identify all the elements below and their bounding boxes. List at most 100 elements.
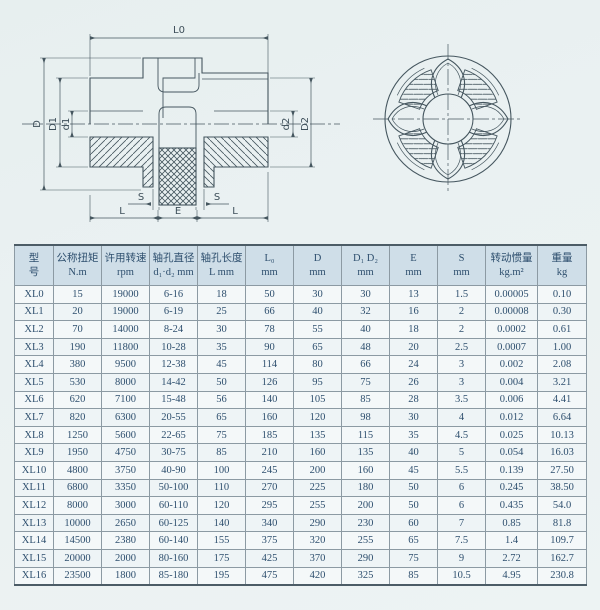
table-cell: 18 bbox=[389, 320, 438, 339]
table-cell: 95 bbox=[293, 372, 342, 392]
table-cell: 0.00008 bbox=[485, 302, 538, 322]
table-cell: 195 bbox=[197, 566, 246, 587]
table-cell: 2380 bbox=[101, 531, 150, 550]
table-cell: 4.41 bbox=[537, 390, 587, 410]
table-row: XL15 20000 2000 80-160 175 425 370 290 75 9 2.72 16… bbox=[14, 548, 587, 568]
dim-label-d1-cap: D1 bbox=[48, 117, 59, 131]
table-cell: 210 bbox=[245, 443, 294, 462]
table-cell: XL3 bbox=[14, 337, 54, 357]
table-cell: 23500 bbox=[53, 566, 102, 587]
table-row: XL13 10000 2650 60-125 140 340 290 230 60 7 0.85 81… bbox=[14, 513, 587, 533]
column-header-10: 转动惯量 kg.m² bbox=[485, 244, 538, 286]
table-cell: XL1 bbox=[14, 302, 54, 322]
table-cell: 20000 bbox=[53, 548, 102, 568]
table-cell: 155 bbox=[197, 531, 246, 550]
table-cell: 290 bbox=[293, 513, 342, 533]
spider-top bbox=[158, 106, 197, 148]
table-cell: 180 bbox=[341, 478, 390, 498]
table-cell: 65 bbox=[293, 337, 342, 357]
table-cell: 3.5 bbox=[437, 390, 486, 410]
table-cell: 45 bbox=[197, 355, 246, 374]
dim-label-l-left: L bbox=[119, 206, 125, 217]
table-cell: 12-38 bbox=[149, 355, 198, 374]
table-cell: 4.95 bbox=[485, 566, 538, 587]
table-cell: 90 bbox=[245, 337, 294, 357]
table-cell: 3000 bbox=[101, 496, 150, 515]
table-cell: 115 bbox=[341, 425, 390, 445]
table-cell: 5600 bbox=[101, 425, 150, 445]
table-cell: 55 bbox=[293, 320, 342, 339]
ext-lines-d2cap bbox=[270, 77, 315, 168]
table-cell: 27.50 bbox=[537, 460, 587, 480]
table-cell: 255 bbox=[341, 531, 390, 550]
table-cell: XL10 bbox=[14, 460, 54, 480]
table-cell: 9 bbox=[437, 548, 486, 568]
table-cell: 6-16 bbox=[149, 285, 198, 304]
table-cell: 35 bbox=[389, 425, 438, 445]
table-cell: 85 bbox=[341, 390, 390, 410]
table-cell: 26 bbox=[389, 372, 438, 392]
table-cell: 50 bbox=[389, 496, 438, 515]
coupling-drawing: L0 D D1 d1 d2 D2 S S L E L bbox=[22, 25, 523, 222]
column-header-3: 轴孔直径 d₁·d₂ mm bbox=[149, 244, 198, 286]
table-cell: XL6 bbox=[14, 390, 54, 410]
table-cell: 98 bbox=[341, 408, 390, 427]
table-cell: 14-42 bbox=[149, 372, 198, 392]
table-row: XL9 1950 4750 30-75 85 210 160 135 40 5 0.054 16.03 bbox=[14, 443, 587, 462]
table-body: XL0 15 19000 6-16 18 50 30 30 13 1.5 0.00005 0.10 XL… bbox=[14, 285, 587, 587]
table-cell: 190 bbox=[53, 337, 102, 357]
table-cell: 20 bbox=[53, 302, 102, 322]
table-cell: 75 bbox=[197, 425, 246, 445]
table-cell: 60-125 bbox=[149, 513, 198, 533]
table-cell: 135 bbox=[341, 443, 390, 462]
table-cell: 1.00 bbox=[537, 337, 587, 357]
table-cell: 230 bbox=[341, 513, 390, 533]
table-row: XL6 620 7100 15-48 56 140 105 85 28 3.5 0.006 4.41 bbox=[14, 390, 587, 410]
dim-label-e: E bbox=[175, 206, 181, 217]
table-cell: 4 bbox=[437, 408, 486, 427]
table-cell: 14500 bbox=[53, 531, 102, 550]
table-cell: 2.5 bbox=[437, 337, 486, 357]
table-cell: 80 bbox=[293, 355, 342, 374]
table-cell: 4800 bbox=[53, 460, 102, 480]
table-cell: 375 bbox=[245, 531, 294, 550]
table-cell: 245 bbox=[245, 460, 294, 480]
jaw-sections bbox=[396, 67, 500, 171]
table-cell: 160 bbox=[341, 460, 390, 480]
table-cell: 185 bbox=[245, 425, 294, 445]
table-cell: 19000 bbox=[101, 302, 150, 322]
ext-lines-bottom bbox=[89, 172, 269, 222]
table-cell: 1250 bbox=[53, 425, 102, 445]
table-cell: 0.002 bbox=[485, 355, 538, 374]
table-cell: 65 bbox=[389, 531, 438, 550]
table-cell: 0.006 bbox=[485, 390, 538, 410]
table-cell: 5 bbox=[437, 443, 486, 462]
table-cell: XL2 bbox=[14, 320, 54, 339]
bore-circle bbox=[422, 93, 474, 145]
table-cell: 60-110 bbox=[149, 496, 198, 515]
table-cell: 19000 bbox=[101, 285, 150, 304]
table-cell: 0.025 bbox=[485, 425, 538, 445]
dim-label-s-left: S bbox=[138, 192, 144, 203]
ext-lines-s bbox=[152, 189, 205, 210]
table-cell: XL13 bbox=[14, 513, 54, 533]
table-cell: 38.50 bbox=[537, 478, 587, 498]
table-cell: 290 bbox=[341, 548, 390, 568]
table-cell: 620 bbox=[53, 390, 102, 410]
spider-section bbox=[158, 147, 197, 206]
table-cell: 0.30 bbox=[537, 302, 587, 322]
table-cell: 160 bbox=[245, 408, 294, 427]
ext-lines-l0 bbox=[89, 34, 269, 76]
table-cell: 28 bbox=[389, 390, 438, 410]
table-cell: 6 bbox=[437, 478, 486, 498]
table-cell: 2 bbox=[437, 302, 486, 322]
table-cell: 80-160 bbox=[149, 548, 198, 568]
table-cell: 30 bbox=[293, 285, 342, 304]
table-cell: 66 bbox=[341, 355, 390, 374]
table-cell: 3 bbox=[437, 355, 486, 374]
table-cell: 2650 bbox=[101, 513, 150, 533]
table-cell: 10-28 bbox=[149, 337, 198, 357]
table-cell: 9500 bbox=[101, 355, 150, 374]
